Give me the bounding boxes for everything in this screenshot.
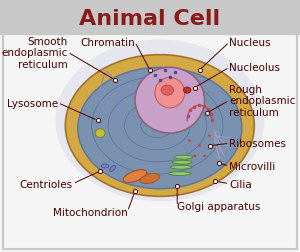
Ellipse shape	[188, 140, 191, 142]
Ellipse shape	[203, 155, 206, 158]
Text: Centrioles: Centrioles	[20, 179, 73, 189]
Ellipse shape	[155, 78, 185, 108]
Ellipse shape	[110, 166, 116, 172]
Text: Rough
endoplasmic
reticulum: Rough endoplasmic reticulum	[230, 84, 296, 117]
Ellipse shape	[161, 86, 173, 96]
Ellipse shape	[208, 135, 211, 137]
Text: Lysosome: Lysosome	[7, 98, 58, 108]
Ellipse shape	[183, 88, 191, 94]
Ellipse shape	[198, 145, 201, 147]
Ellipse shape	[101, 165, 109, 168]
Ellipse shape	[123, 170, 147, 183]
Ellipse shape	[170, 166, 191, 169]
Text: Cilia: Cilia	[230, 179, 252, 189]
Ellipse shape	[193, 155, 196, 158]
Ellipse shape	[174, 156, 193, 160]
Text: Microvilli: Microvilli	[230, 161, 276, 171]
Ellipse shape	[65, 55, 254, 197]
Text: Nucleus: Nucleus	[230, 38, 271, 48]
Ellipse shape	[135, 68, 205, 134]
Text: Animal Cell: Animal Cell	[80, 9, 220, 29]
Text: Mitochondrion: Mitochondrion	[53, 207, 128, 217]
Ellipse shape	[78, 68, 242, 189]
Ellipse shape	[169, 172, 191, 176]
Text: Golgi apparatus: Golgi apparatus	[177, 202, 261, 212]
Text: Smooth
endoplasmic
reticulum: Smooth endoplasmic reticulum	[2, 36, 68, 70]
Ellipse shape	[172, 161, 192, 165]
Ellipse shape	[140, 174, 160, 184]
Ellipse shape	[56, 40, 264, 202]
Text: Chromatin: Chromatin	[80, 38, 135, 48]
Text: Nucleolus: Nucleolus	[230, 63, 280, 73]
Ellipse shape	[95, 129, 105, 138]
Text: Ribosomes: Ribosomes	[230, 139, 286, 149]
